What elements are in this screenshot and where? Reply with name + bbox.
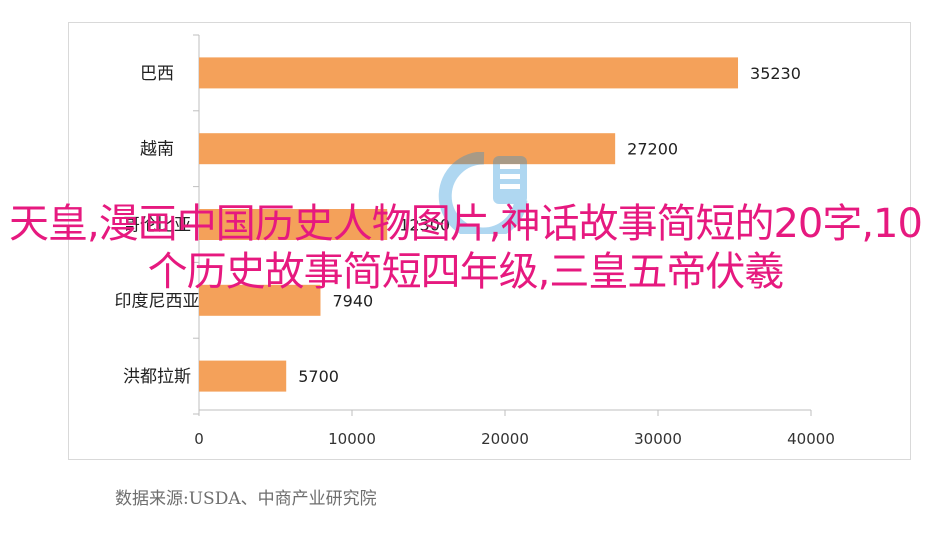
bar — [199, 209, 388, 240]
data-label: 35230 — [750, 64, 801, 83]
category-label: 印度尼西亚 — [115, 291, 200, 311]
category-label: 越南 — [140, 140, 174, 160]
x-tick-label: 0 — [194, 430, 204, 448]
category-label: 洪都拉斯 — [123, 367, 191, 387]
x-tick-label: 10000 — [328, 430, 376, 448]
x-tick-label: 30000 — [634, 430, 682, 448]
logo-watermark-icon — [438, 152, 528, 234]
bar — [199, 133, 616, 165]
bar — [199, 57, 739, 89]
overlay-title: 天皇,漫画中国历史人物图片,神话故事简短的20字,10个历史故事简短四年级,三皇… — [9, 201, 923, 295]
data-label: 7940 — [332, 291, 373, 310]
category-label: 哥伦比亚 — [123, 216, 191, 236]
x-tick-label: 20000 — [481, 430, 529, 448]
data-label: 12300 — [399, 216, 450, 235]
bar — [199, 284, 321, 316]
category-label: 巴西 — [140, 64, 174, 84]
data-label: 27200 — [627, 140, 678, 159]
bar — [199, 360, 287, 392]
source-note: 数据来源:USDA、中商产业研究院 — [115, 489, 377, 509]
x-tick-label: 40000 — [787, 430, 835, 448]
data-label: 5700 — [298, 367, 339, 386]
